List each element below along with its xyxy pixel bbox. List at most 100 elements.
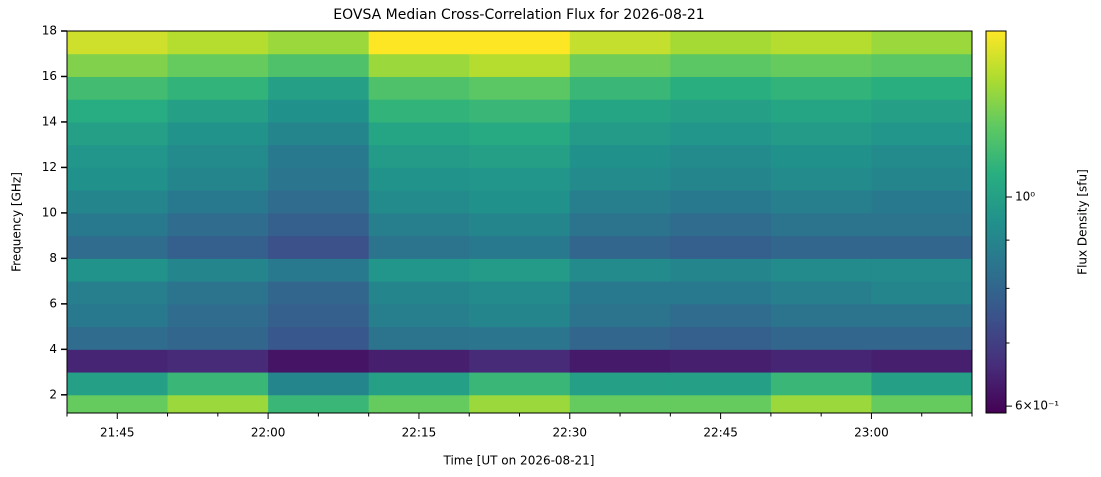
heatmap-cell bbox=[167, 167, 269, 191]
heatmap-cell bbox=[167, 235, 269, 259]
heatmap-cell bbox=[368, 326, 470, 350]
heatmap-cell bbox=[67, 121, 169, 146]
heatmap-cell bbox=[469, 31, 571, 55]
heatmap-cell bbox=[368, 167, 470, 191]
heatmap-cell bbox=[469, 167, 571, 191]
heatmap-cell bbox=[469, 53, 571, 77]
heatmap-cell bbox=[670, 258, 772, 282]
heatmap-cell bbox=[871, 190, 973, 214]
heatmap-cell bbox=[770, 190, 872, 214]
heatmap-cell bbox=[670, 349, 772, 373]
heatmap-cell bbox=[469, 303, 571, 328]
x-tick-label: 22:45 bbox=[703, 426, 738, 440]
heatmap-cell bbox=[871, 31, 973, 55]
heatmap-cell bbox=[670, 281, 772, 305]
heatmap-cell bbox=[167, 281, 269, 305]
heatmap-cell bbox=[569, 99, 671, 123]
heatmap-cell bbox=[167, 144, 269, 168]
heatmap-cell bbox=[770, 99, 872, 123]
colorbar-frame bbox=[985, 30, 1007, 414]
heatmap-cell bbox=[167, 258, 269, 282]
heatmap-cell bbox=[469, 281, 571, 305]
heatmap-cell bbox=[670, 167, 772, 191]
heatmap-cell bbox=[770, 258, 872, 282]
y-tick-label: 12 bbox=[42, 160, 57, 174]
heatmap-cell bbox=[368, 99, 470, 123]
heatmap-cell bbox=[770, 394, 872, 414]
heatmap-cell bbox=[67, 53, 169, 77]
y-tick-label: 8 bbox=[49, 251, 57, 265]
heatmap-cell bbox=[670, 76, 772, 100]
heatmap-cell bbox=[770, 349, 872, 373]
heatmap-cell bbox=[268, 326, 370, 350]
heatmap-cell bbox=[569, 76, 671, 100]
chart-title: EOVSA Median Cross-Correlation Flux for … bbox=[333, 7, 704, 23]
heatmap-cell bbox=[670, 235, 772, 259]
heatmap-cell bbox=[268, 394, 370, 414]
heatmap-cell bbox=[368, 31, 470, 55]
heatmap-cell bbox=[268, 144, 370, 168]
heatmap-cell bbox=[670, 99, 772, 123]
heatmap-cell bbox=[368, 372, 470, 396]
heatmap-cell bbox=[469, 99, 571, 123]
heatmap-cell bbox=[770, 281, 872, 305]
x-tick-label: 21:45 bbox=[100, 426, 135, 440]
heatmap-cell bbox=[167, 121, 269, 146]
heatmap-cell bbox=[569, 190, 671, 214]
y-tick-label: 14 bbox=[42, 114, 57, 128]
y-tick-label: 4 bbox=[49, 342, 57, 356]
heatmap-cell bbox=[67, 212, 169, 237]
heatmap-cell bbox=[871, 303, 973, 328]
heatmap-cell bbox=[871, 99, 973, 123]
heatmap-cell bbox=[871, 53, 973, 77]
heatmap-cell bbox=[670, 190, 772, 214]
heatmap-cell bbox=[569, 258, 671, 282]
heatmap-cell bbox=[67, 281, 169, 305]
heatmap-cell bbox=[268, 121, 370, 146]
heatmap-cell bbox=[469, 121, 571, 146]
heatmap-cell bbox=[569, 31, 671, 55]
heatmap-cell bbox=[268, 258, 370, 282]
heatmap-cell bbox=[569, 144, 671, 168]
heatmap-cell bbox=[167, 190, 269, 214]
heatmap-cell bbox=[871, 326, 973, 350]
heatmap-cell bbox=[871, 394, 973, 414]
heatmap-cell bbox=[167, 31, 269, 55]
heatmap-cell bbox=[871, 212, 973, 237]
heatmap-cell bbox=[670, 394, 772, 414]
heatmap-cell bbox=[268, 235, 370, 259]
heatmap-cell bbox=[569, 167, 671, 191]
heatmap-cell bbox=[167, 349, 269, 373]
heatmap-cell bbox=[268, 99, 370, 123]
heatmap-cell bbox=[469, 144, 571, 168]
heatmap-cell bbox=[368, 144, 470, 168]
heatmap-cell bbox=[770, 372, 872, 396]
heatmap-cell bbox=[67, 258, 169, 282]
heatmap-cell bbox=[469, 349, 571, 373]
heatmap-cell bbox=[569, 53, 671, 77]
heatmap-cell bbox=[167, 99, 269, 123]
heatmap-cell bbox=[368, 212, 470, 237]
heatmap-cell bbox=[569, 235, 671, 259]
heatmap-cell bbox=[469, 235, 571, 259]
heatmap-cell bbox=[770, 235, 872, 259]
heatmap-cell bbox=[770, 53, 872, 77]
heatmap-cell bbox=[67, 349, 169, 373]
heatmap-cell bbox=[67, 144, 169, 168]
heatmap-cell bbox=[368, 258, 470, 282]
heatmap-cell bbox=[871, 372, 973, 396]
heatmap-cell bbox=[268, 212, 370, 237]
x-tick-label: 22:00 bbox=[251, 426, 286, 440]
heatmap-cell bbox=[67, 326, 169, 350]
heatmap-cell bbox=[770, 31, 872, 55]
heatmap-cell bbox=[469, 326, 571, 350]
heatmap-cell bbox=[569, 303, 671, 328]
heatmap-cell bbox=[268, 303, 370, 328]
heatmap-cell bbox=[368, 121, 470, 146]
heatmap-cell bbox=[167, 372, 269, 396]
heatmap-cell bbox=[368, 394, 470, 414]
x-tick-label: 22:15 bbox=[402, 426, 437, 440]
x-tick-label: 23:00 bbox=[854, 426, 889, 440]
x-tick-label: 22:30 bbox=[552, 426, 587, 440]
y-tick-label: 16 bbox=[42, 69, 57, 83]
